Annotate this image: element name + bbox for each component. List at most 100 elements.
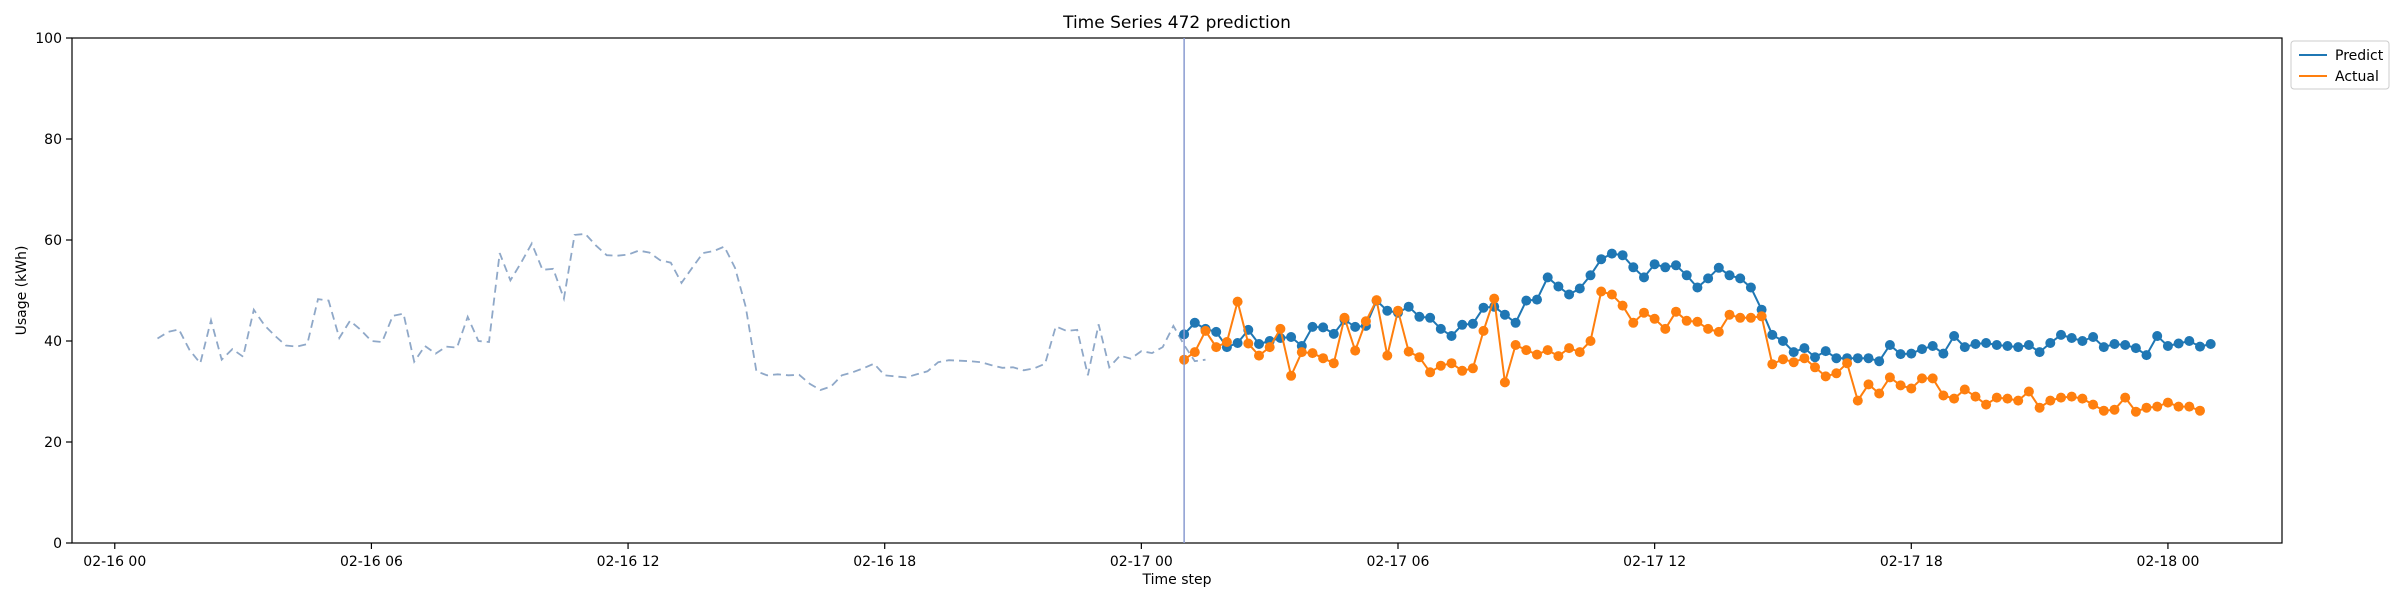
y-tick-label: 80: [44, 132, 62, 148]
data-point-actual: [1735, 312, 1746, 323]
y-tick-label: 40: [44, 334, 62, 350]
data-point-predict: [1617, 250, 1628, 261]
data-point-predict: [1692, 282, 1703, 293]
data-point-actual: [1574, 347, 1585, 358]
x-axis: 02-16 00 02-16 06 02-16 12 02-16 18 02-17 00…: [83, 543, 2199, 570]
data-point-actual: [1810, 362, 1820, 373]
data-point-predict: [2130, 343, 2141, 354]
data-point-predict: [2173, 338, 2184, 349]
data-point-predict: [1435, 323, 1446, 334]
y-tick-label: 20: [44, 435, 62, 451]
data-point-actual: [1831, 368, 1842, 379]
data-point-predict: [2056, 329, 2066, 340]
x-tick-label: 02-16 00: [83, 554, 146, 570]
chart-title: Time Series 472 prediction: [1062, 13, 1291, 33]
data-point-predict: [1852, 353, 1863, 364]
data-point-actual: [1403, 346, 1414, 357]
data-point-predict: [2013, 342, 2024, 353]
data-point-actual: [1970, 391, 1981, 402]
data-point-actual: [1596, 286, 1607, 297]
data-point-actual: [1895, 380, 1906, 391]
data-point-predict: [2023, 340, 2034, 350]
data-point-actual: [1296, 347, 1307, 358]
data-point-actual: [1628, 317, 1639, 328]
data-point-predict: [1713, 262, 1724, 273]
data-point-actual: [1842, 358, 1853, 369]
data-point-predict: [2034, 347, 2045, 358]
data-point-actual: [2120, 392, 2131, 403]
data-point-predict: [1564, 289, 1575, 300]
data-point-actual: [1232, 296, 1243, 307]
data-point-predict: [1991, 340, 2002, 350]
data-point-predict: [1606, 248, 1617, 259]
data-point-actual: [1307, 348, 1318, 359]
data-point-predict: [1211, 326, 1222, 337]
data-point-predict: [1863, 353, 1874, 364]
data-point-predict: [2077, 336, 2088, 346]
y-tick-label: 100: [35, 31, 62, 47]
data-point-predict: [1318, 322, 1329, 333]
data-point-predict: [1232, 338, 1243, 348]
data-point-actual: [1264, 342, 1275, 353]
data-point-actual: [1906, 383, 1917, 394]
data-point-predict: [1874, 356, 1885, 367]
data-point-predict: [1521, 295, 1532, 306]
data-point-predict: [2205, 339, 2216, 349]
data-point-actual: [2130, 406, 2141, 417]
plot-area: [71, 37, 2283, 544]
data-point-actual: [1457, 365, 1468, 376]
data-point-actual: [1243, 338, 1254, 349]
data-point-predict: [1981, 338, 1992, 348]
data-point-predict: [1949, 331, 1960, 341]
data-point-actual: [1874, 388, 1885, 399]
series-line-actual: [1183, 290, 2201, 413]
data-point-actual: [2013, 395, 2024, 406]
data-point-actual: [1703, 323, 1714, 334]
x-tick-label: 02-17 18: [1880, 554, 1943, 570]
data-point-actual: [1328, 358, 1339, 369]
data-point-actual: [1917, 373, 1927, 384]
data-point-predict: [1799, 343, 1810, 354]
data-point-predict: [1810, 352, 1820, 363]
data-point-predict: [1649, 259, 1660, 270]
data-point-predict: [1286, 332, 1297, 342]
data-point-actual: [1756, 311, 1767, 322]
data-point-predict: [1735, 273, 1746, 284]
data-point-predict: [1724, 270, 1735, 281]
x-axis-label: Time step: [1142, 572, 1212, 588]
data-point-actual: [2034, 402, 2045, 413]
plot-content: [157, 38, 2216, 543]
data-point-actual: [2098, 405, 2109, 416]
data-point-actual: [1200, 325, 1211, 336]
data-point-predict: [1596, 254, 1607, 265]
data-point-actual: [2162, 397, 2173, 408]
data-point-predict: [2066, 333, 2077, 343]
data-point-predict: [2184, 336, 2195, 346]
data-point-actual: [2066, 391, 2077, 402]
data-point-actual: [1767, 359, 1778, 370]
data-point-actual: [2141, 402, 2152, 413]
data-point-actual: [1542, 345, 1553, 356]
data-point-predict: [1553, 281, 1564, 292]
data-point-predict: [1884, 340, 1895, 350]
data-point-actual: [2023, 386, 2034, 397]
data-point-predict: [1574, 283, 1585, 294]
x-tick-label: 02-17 00: [1110, 554, 1173, 570]
data-point-actual: [1991, 392, 2002, 403]
data-point-actual: [1532, 349, 1542, 360]
data-point-actual: [1393, 305, 1403, 316]
data-point-actual: [2056, 392, 2066, 403]
data-point-actual: [1371, 295, 1382, 306]
data-point-predict: [1938, 348, 1949, 359]
data-point-predict: [2109, 339, 2120, 349]
data-point-actual: [2184, 401, 2195, 412]
data-point-actual: [2077, 393, 2088, 404]
x-tick-label: 02-18 00: [2136, 554, 2199, 570]
data-point-predict: [2120, 340, 2131, 350]
data-point-predict: [1254, 339, 1264, 349]
legend: Predict Actual: [2290, 40, 2390, 90]
legend-label-predict: Predict: [2335, 48, 2384, 64]
data-point-predict: [1425, 312, 1436, 323]
data-point-actual: [1489, 293, 1500, 304]
